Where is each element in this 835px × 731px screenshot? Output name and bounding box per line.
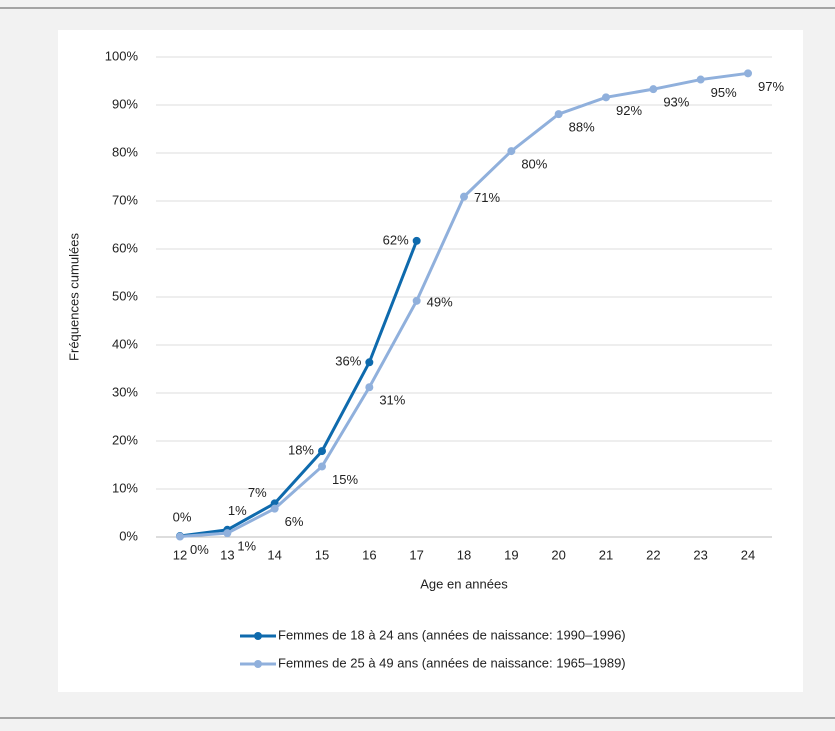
data-point	[318, 447, 326, 456]
data-label: 6%	[285, 514, 304, 529]
y-tick-label: 70%	[112, 192, 138, 207]
data-label: 62%	[383, 232, 409, 247]
data-point	[554, 110, 563, 119]
y-tick-label: 80%	[112, 144, 138, 159]
x-tick-label: 17	[409, 547, 423, 562]
legend-label: Femmes de 25 à 49 ans (années de naissan…	[278, 655, 626, 670]
data-point	[365, 383, 374, 392]
y-tick-label: 90%	[112, 96, 138, 111]
data-label: 71%	[474, 190, 500, 205]
x-axis-title: Age en années	[420, 576, 508, 591]
data-label: 49%	[427, 294, 453, 309]
y-axis-title: Fréquences cumulées	[66, 233, 81, 361]
data-label: 97%	[758, 79, 784, 94]
data-label: 92%	[616, 103, 642, 118]
y-tick-label: 100%	[105, 48, 139, 63]
data-point	[365, 358, 374, 367]
data-label: 1%	[228, 503, 247, 518]
data-point	[223, 529, 232, 538]
data-label: 36%	[335, 354, 361, 369]
data-label: 0%	[190, 542, 209, 557]
x-tick-label: 22	[646, 547, 660, 562]
legend-label: Femmes de 18 à 24 ans (années de naissan…	[278, 627, 626, 642]
data-point	[270, 504, 279, 513]
x-tick-label: 15	[315, 547, 329, 562]
data-point	[318, 462, 326, 471]
x-tick-label: 13	[220, 547, 234, 562]
x-tick-label: 23	[693, 547, 707, 562]
data-label: 1%	[237, 539, 256, 554]
x-tick-label: 16	[362, 547, 376, 562]
x-tick-label: 21	[599, 547, 613, 562]
x-tick-label: 12	[173, 547, 187, 562]
x-tick-label: 19	[504, 547, 518, 562]
x-tick-label: 18	[457, 547, 471, 562]
data-label: 7%	[248, 485, 267, 500]
y-tick-label: 50%	[112, 288, 138, 303]
data-point	[696, 75, 705, 84]
x-tick-label: 20	[551, 547, 565, 562]
data-label: 18%	[288, 443, 314, 458]
data-label: 93%	[663, 95, 689, 110]
data-label: 88%	[569, 120, 595, 135]
data-point	[602, 93, 610, 102]
data-point	[649, 85, 658, 94]
data-label: 95%	[711, 85, 737, 100]
data-point	[176, 532, 184, 541]
data-point	[412, 236, 421, 245]
y-tick-label: 30%	[112, 384, 138, 399]
data-label: 0%	[173, 509, 192, 524]
data-point	[412, 296, 421, 305]
data-label: 31%	[379, 393, 405, 408]
legend-marker	[254, 660, 262, 668]
legend-marker	[254, 632, 262, 640]
y-tick-label: 40%	[112, 336, 138, 351]
y-tick-label: 60%	[112, 240, 138, 255]
y-tick-label: 10%	[112, 480, 138, 495]
y-tick-label: 0%	[119, 528, 138, 543]
data-point	[744, 69, 752, 78]
panel	[58, 30, 803, 692]
data-label: 15%	[332, 472, 358, 487]
data-point	[460, 192, 468, 201]
data-point	[507, 147, 516, 156]
x-tick-label: 24	[741, 547, 755, 562]
data-label: 80%	[521, 157, 547, 172]
x-tick-label: 14	[267, 547, 281, 562]
y-tick-label: 20%	[112, 432, 138, 447]
series-line	[179, 240, 419, 538]
